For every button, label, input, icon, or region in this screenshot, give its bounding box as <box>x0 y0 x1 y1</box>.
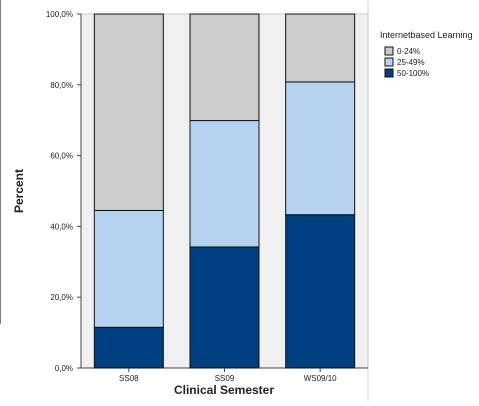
bar-segment-ss09-2 <box>189 13 260 122</box>
x-axis-title: Clinical Semester <box>174 383 274 397</box>
bar-segment-ss08-0 <box>93 326 164 369</box>
y-axis-title: Percent <box>12 169 26 213</box>
x-tick-label: SS09 <box>215 374 235 383</box>
legend-label: 50-100% <box>397 69 429 78</box>
y-tick-label: 40,0% <box>50 222 73 231</box>
x-tick-label: SS08 <box>119 374 139 383</box>
legend-items: 0-24% 25-49% 50-100% <box>384 46 429 78</box>
legend-swatch <box>384 57 394 67</box>
bar-segment-ss09-1 <box>189 120 260 248</box>
x-tick-label: WS09/10 <box>304 374 337 383</box>
y-axis-ticks: 0,0% 20,0% 40,0% 60,0% 80,0% 100,0% <box>46 10 81 373</box>
chart-bars <box>93 13 356 369</box>
y-tick-label: 100,0% <box>46 10 73 19</box>
legend-label: 0-24% <box>397 47 420 56</box>
bar-segment-ws09-10-0 <box>285 214 356 369</box>
y-tick-label: 80,0% <box>50 81 73 90</box>
legend-label: 25-49% <box>397 58 425 67</box>
legend-swatch <box>384 68 394 78</box>
x-axis-ticks: SS08 SS09 WS09/10 <box>119 368 337 383</box>
legend-title: Internetbased Learning <box>380 30 473 40</box>
y-tick-label: 60,0% <box>50 152 73 161</box>
legend: Internetbased Learning 0-24% 25-49% 50-100… <box>380 30 473 78</box>
bar-segment-ws09-10-1 <box>285 81 356 216</box>
bar-segment-ss08-1 <box>93 209 164 328</box>
bar-segment-ss09-0 <box>189 246 260 369</box>
y-tick-label: 0,0% <box>55 364 73 373</box>
bar-segment-ws09-10-2 <box>285 13 356 83</box>
y-tick-label: 20,0% <box>50 293 73 302</box>
legend-swatch <box>384 46 394 56</box>
bar-segment-ss08-2 <box>93 13 164 211</box>
